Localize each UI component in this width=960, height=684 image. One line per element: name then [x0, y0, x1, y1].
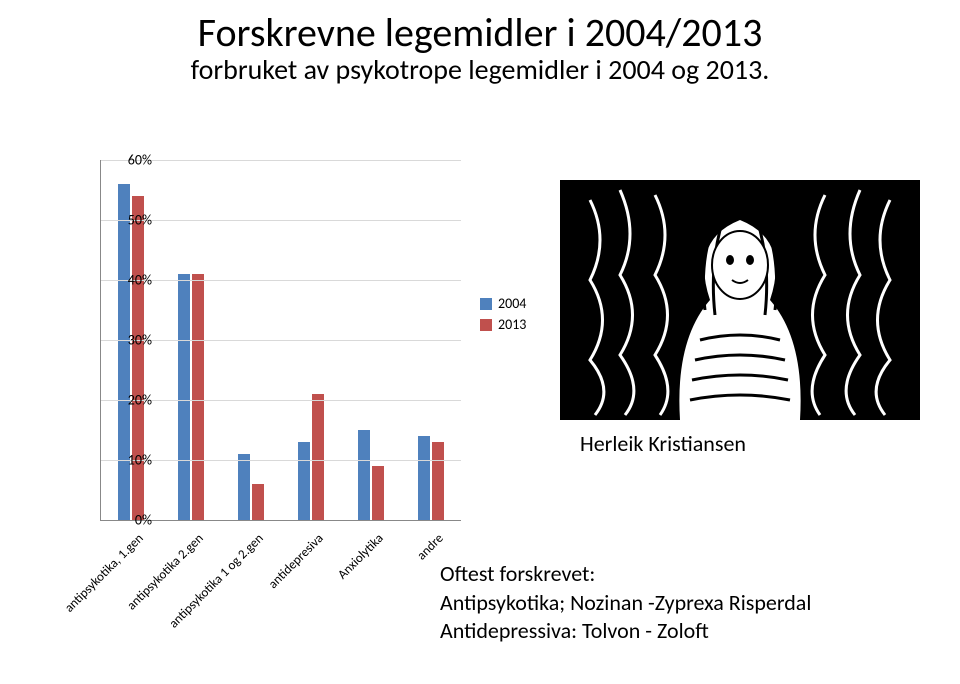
chart-gridline — [101, 340, 461, 341]
slide: Forskrevne legemidler i 2004/2013 forbru… — [0, 0, 960, 684]
chart-gridline — [101, 220, 461, 221]
chart-ytick: 50% — [102, 212, 152, 229]
chart-bar — [432, 442, 444, 520]
chart-gridline — [101, 460, 461, 461]
chart-bar — [132, 196, 144, 520]
chart-ytick: 30% — [102, 332, 152, 349]
legend-swatch — [480, 319, 492, 331]
chart-gridline — [101, 280, 461, 281]
bottom-text-line: Oftest forskrevet: — [440, 560, 940, 589]
page-title: Forskrevne legemidler i 2004/2013 — [0, 8, 960, 57]
page-subtitle: forbruket av psykotrope legemidler i 200… — [0, 52, 960, 87]
bar-chart: antipsykotika, 1.genantipsykotika 2.gena… — [40, 150, 520, 620]
chart-ytick: 10% — [102, 452, 152, 469]
legend-label: 2013 — [498, 316, 526, 333]
legend-swatch — [480, 298, 492, 310]
legend-item: 2004 — [480, 295, 526, 312]
bottom-text-line: Antidepressiva: Tolvon - Zoloft — [440, 617, 940, 646]
image-caption: Herleik Kristiansen — [580, 430, 746, 457]
chart-bar — [118, 184, 130, 520]
bottom-text: Oftest forskrevet: Antipsykotika; Nozina… — [440, 560, 940, 646]
artwork-image — [560, 180, 920, 420]
chart-plot-area — [100, 160, 461, 521]
legend-item: 2013 — [480, 316, 526, 333]
legend-label: 2004 — [498, 295, 526, 312]
chart-ytick: 40% — [102, 272, 152, 289]
chart-bar — [312, 394, 324, 520]
chart-ytick: 0% — [102, 512, 152, 529]
chart-ytick: 60% — [102, 152, 152, 169]
chart-ytick: 20% — [102, 392, 152, 409]
chart-gridline — [101, 160, 461, 161]
chart-gridline — [101, 400, 461, 401]
bottom-text-line: Antipsykotika; Nozinan -Zyprexa Risperda… — [440, 589, 940, 618]
chart-x-labels: antipsykotika, 1.genantipsykotika 2.gena… — [100, 525, 460, 625]
chart-legend: 2004 2013 — [480, 295, 526, 337]
